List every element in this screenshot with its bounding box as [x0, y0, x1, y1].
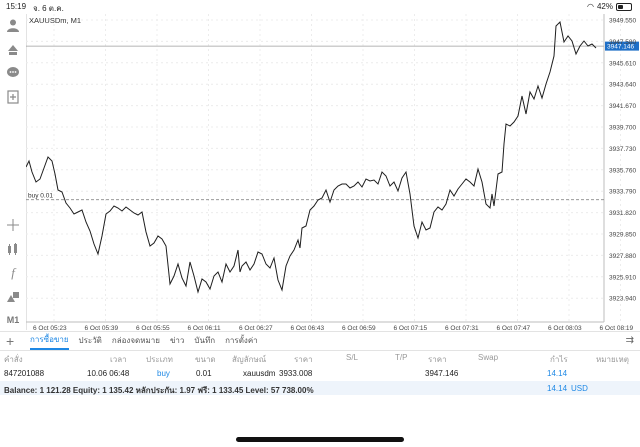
- col-type: ประเภท: [146, 355, 173, 364]
- col-size: ขนาด: [195, 355, 216, 364]
- time-axis: 6 Oct 05:23 6 Oct 05:39 6 Oct 05:55 6 Oct 0…: [33, 325, 633, 332]
- order-id: 847201088: [4, 369, 45, 378]
- col-current-price: ราคา: [428, 355, 447, 364]
- status-time: 15:19: [6, 2, 27, 11]
- time-tick-label: 6 Oct 06:27: [239, 325, 273, 332]
- battery-icon: [616, 2, 632, 11]
- price-tick-label: 3927.880: [609, 253, 636, 260]
- col-comment: หมายเหตุ: [596, 355, 629, 364]
- time-tick-label: 6 Oct 06:43: [291, 325, 325, 332]
- order-price: 3933.008: [279, 369, 313, 378]
- chart-toolbar: f M1: [0, 14, 27, 330]
- price-line: [25, 20, 597, 294]
- objects-icon[interactable]: [3, 288, 23, 306]
- battery-percent: 42%: [596, 2, 613, 11]
- tab-trade[interactable]: การซื้อขาย: [30, 332, 69, 350]
- table-row[interactable]: 847201088 10.06 06:48 buy 0.01 xauusdm 3…: [0, 366, 640, 380]
- tab-news[interactable]: ข่าว: [169, 336, 185, 345]
- time-tick-label: 6 Oct 06:11: [188, 325, 222, 332]
- buy-line-label: buy 0.01: [28, 193, 53, 200]
- time-tick-label: 6 Oct 06:59: [342, 325, 376, 332]
- home-indicator[interactable]: [236, 437, 404, 442]
- chart-type-icon[interactable]: [3, 240, 23, 258]
- price-tick-label: 3929.850: [609, 232, 636, 239]
- time-tick-label: 6 Oct 07:31: [445, 325, 479, 332]
- tab-settings[interactable]: การตั้งค่า: [225, 336, 258, 345]
- time-tick-label: 6 Oct 08:03: [548, 325, 582, 332]
- time-tick-label: 6 Oct 08:19: [600, 325, 634, 332]
- indicators-icon[interactable]: f: [11, 265, 15, 280]
- price-tick-label: 3949.550: [609, 18, 636, 25]
- add-icon[interactable]: +: [6, 333, 15, 349]
- price-tick-label: 3943.640: [609, 82, 636, 89]
- orders-table-header: คำสั่ง เวลา ประเภท ขนาด สัญลักษณ์ ราคา S…: [0, 350, 640, 366]
- tab-journal[interactable]: บันทึก: [194, 336, 216, 345]
- new-order-icon[interactable]: [3, 88, 23, 106]
- col-order: คำสั่ง: [4, 355, 23, 364]
- col-symbol: สัญลักษณ์: [232, 355, 267, 364]
- timeframe-button[interactable]: M1: [6, 315, 20, 325]
- status-date: จ. 6 ต.ค.: [33, 4, 64, 13]
- order-size: 0.01: [196, 369, 212, 378]
- order-current-price: 3947.146: [425, 369, 459, 378]
- current-price-tag: [605, 41, 639, 51]
- chart-symbol-label: XAUUSDm, M1: [29, 16, 81, 25]
- price-tick-label: 3939.700: [609, 125, 636, 132]
- time-tick-label: 6 Oct 05:23: [33, 325, 67, 332]
- price-tick-label: 3935.760: [609, 167, 636, 174]
- price-tick-label: 3937.730: [609, 146, 636, 153]
- order-time: 10.06 06:48: [87, 369, 130, 378]
- order-type: buy: [157, 369, 170, 378]
- price-tick-label: 3931.820: [609, 210, 636, 217]
- price-tick-label: 3941.670: [609, 103, 636, 110]
- price-tick-label: 3923.940: [609, 296, 636, 303]
- price-tick-label: 3925.910: [609, 274, 636, 281]
- col-price: ราคา: [294, 355, 313, 364]
- tab-history[interactable]: ประวัติ: [78, 336, 102, 345]
- order-symbol: xauusdm: [243, 369, 276, 378]
- price-tick-label: 3945.610: [609, 60, 636, 67]
- chat-icon[interactable]: [3, 64, 23, 82]
- time-tick-label: 6 Oct 05:55: [136, 325, 170, 332]
- order-profit: 14.14: [547, 369, 568, 378]
- balance-summary: Balance: 1 121.28 Equity: 1 135.42 หลักป…: [4, 386, 314, 395]
- trade-icon[interactable]: [3, 40, 23, 58]
- account-currency: USD: [571, 384, 588, 393]
- status-bar: 15:19 จ. 6 ต.ค. ◠ 42%: [0, 0, 640, 14]
- balance-bar: Balance: 1 121.28 Equity: 1 135.42 หลักป…: [0, 381, 640, 395]
- price-chart[interactable]: 3947.146 buy 0.01 3949.550 3947.580 3945.61…: [25, 14, 640, 334]
- expand-panel-icon[interactable]: ⇉: [625, 335, 634, 346]
- wifi-icon: ◠: [587, 2, 594, 11]
- col-sl: S/L: [346, 353, 359, 362]
- time-tick-label: 6 Oct 05:39: [85, 325, 119, 332]
- price-tick-label: 3933.790: [609, 189, 636, 196]
- terminal-tabs: + การซื้อขาย ประวัติ กล่องจดหมาย ข่าว บั…: [0, 331, 640, 351]
- price-axis: 3949.550 3947.580 3945.610 3943.640 3941.670…: [609, 18, 636, 303]
- time-tick-label: 6 Oct 07:15: [394, 325, 428, 332]
- tab-mailbox[interactable]: กล่องจดหมาย: [111, 336, 160, 345]
- total-profit: 14.14: [547, 384, 568, 393]
- current-price-label: 3947.146: [607, 44, 634, 51]
- time-tick-label: 6 Oct 07:47: [497, 325, 531, 332]
- col-time: เวลา: [110, 355, 127, 364]
- user-icon[interactable]: [3, 16, 23, 34]
- col-profit: กำไร: [550, 355, 568, 364]
- price-tick-label: 3947.580: [609, 39, 636, 46]
- col-tp: T/P: [395, 353, 408, 362]
- col-swap: Swap: [478, 353, 499, 362]
- crosshair-icon[interactable]: [3, 216, 23, 234]
